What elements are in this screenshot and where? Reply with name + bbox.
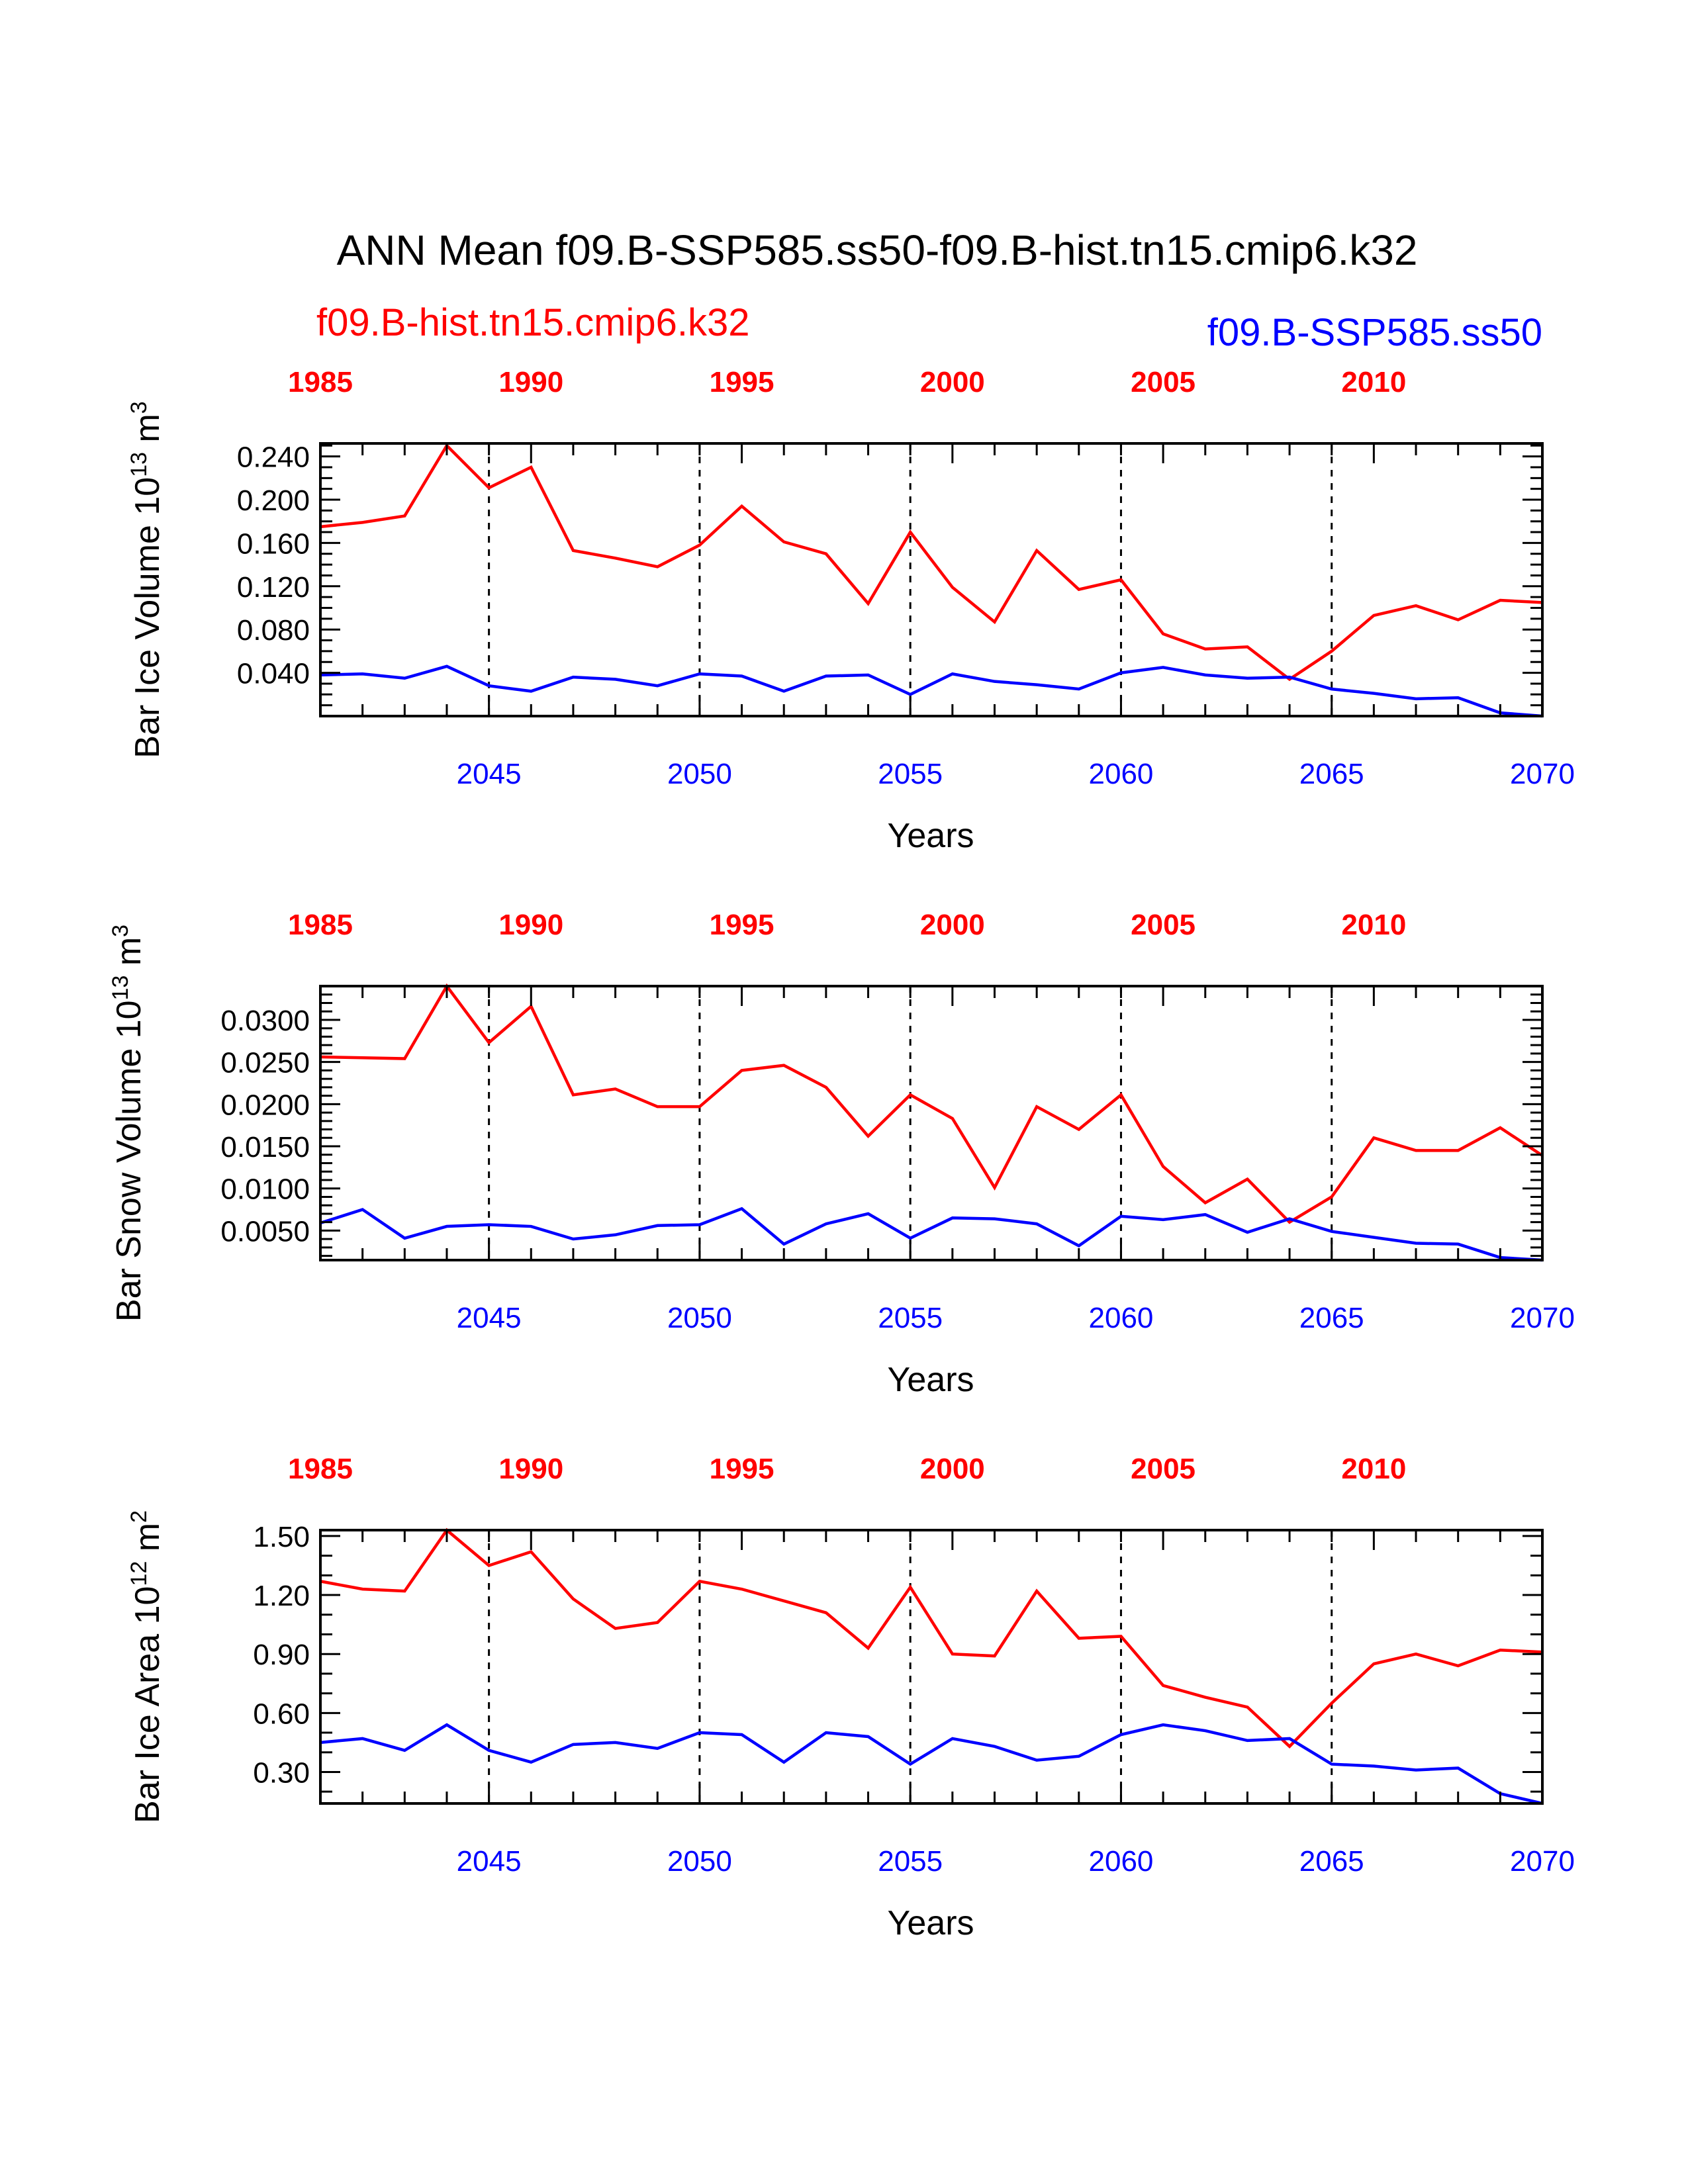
x-axis-label: Years: [887, 817, 974, 855]
y-axis-label-text: m: [128, 414, 167, 452]
x-axis-label: Years: [887, 1361, 974, 1399]
plot-frame: [319, 442, 1544, 717]
bottom-tick-label: 2055: [878, 1845, 943, 1878]
top-tick-label: 1995: [710, 366, 774, 398]
y-axis-label-superscript: 3: [108, 925, 133, 937]
y-axis-label-text: Bar Ice Volume 10: [128, 477, 167, 758]
series-line-ssp: [320, 1723, 1543, 1805]
top-tick-label: 2000: [920, 366, 985, 398]
bottom-tick-label: 2055: [878, 758, 943, 790]
y-axis-label-superscript: 13: [126, 452, 152, 477]
chart-panel-1: 2045 2050 2055 2060 2065 2070 1985 1990 1995 2000…: [126, 366, 1575, 855]
y-tick-label: 0.60: [253, 1698, 310, 1730]
series-line-hist: [320, 443, 1543, 682]
y-axis-label: Bar Ice Volume 1013 m3: [126, 401, 167, 758]
y-tick-label: 0.0100: [220, 1173, 310, 1206]
left-case-label: f09.B-hist.tn15.cmip6.k32: [316, 301, 749, 344]
top-tick-label: 1990: [498, 909, 563, 941]
bottom-tick-label: 2070: [1510, 758, 1575, 790]
y-axis-label-superscript: 2: [126, 1510, 152, 1523]
y-tick-label: 0.120: [237, 571, 310, 604]
bottom-tick-label: 2065: [1299, 1302, 1364, 1334]
y-axis-label: Bar Snow Volume 1013 m3: [108, 925, 148, 1322]
bottom-tick-label: 2060: [1089, 758, 1154, 790]
bottom-tick-label: 2070: [1510, 1302, 1575, 1334]
series-line-hist: [320, 983, 1544, 1224]
bottom-tick-label: 2065: [1299, 1845, 1364, 1878]
plot-frame: [319, 1529, 1544, 1805]
bottom-tick-label: 2045: [457, 1845, 522, 1878]
y-tick-label: 0.040: [237, 658, 310, 690]
chart-panel-2: 2045 2050 2055 2060 2065 2070 1985 1990 1995 2000…: [108, 909, 1575, 1399]
y-tick-label: 0.240: [237, 441, 310, 474]
top-tick-label: 2000: [920, 909, 985, 941]
top-tick-label: 2010: [1341, 1453, 1406, 1485]
series-line-hist: [320, 1527, 1543, 1749]
bottom-tick-label: 2045: [457, 758, 522, 790]
top-tick-label: 2000: [920, 1453, 985, 1485]
top-tick-label: 1985: [288, 1453, 353, 1485]
y-axis-label-text: Bar Snow Volume 10: [110, 1000, 148, 1322]
bottom-tick-label: 2055: [878, 1302, 943, 1334]
y-tick-label: 0.0250: [220, 1047, 310, 1079]
top-tick-label: 1995: [710, 909, 774, 941]
y-tick-label: 0.0300: [220, 1005, 310, 1037]
top-tick-label: 2005: [1131, 909, 1196, 941]
y-tick-label: 0.0050: [220, 1215, 310, 1248]
top-tick-label: 2010: [1341, 366, 1406, 398]
figure-title: ANN Mean f09.B-SSP585.ss50-f09.B-hist.tn…: [337, 226, 1418, 274]
plot-frame: [319, 985, 1544, 1261]
x-axis-label: Years: [887, 1904, 974, 1942]
bottom-tick-label: 2045: [457, 1302, 522, 1334]
y-axis-label-superscript: 12: [126, 1561, 152, 1586]
y-tick-label: 0.90: [253, 1639, 310, 1671]
y-axis-label-superscript: 13: [108, 976, 133, 1001]
top-tick-label: 1990: [498, 1453, 563, 1485]
bottom-tick-label: 2050: [667, 758, 732, 790]
right-case-label: f09.B-SSP585.ss50: [1207, 311, 1542, 354]
y-tick-label: 0.080: [237, 614, 310, 647]
y-tick-label: 1.20: [253, 1580, 310, 1612]
bottom-tick-label: 2050: [667, 1302, 732, 1334]
bottom-tick-label: 2060: [1089, 1302, 1154, 1334]
y-tick-label: 0.0150: [220, 1131, 310, 1163]
y-axis-label-text: m: [128, 1523, 167, 1561]
y-tick-label: 0.30: [253, 1756, 310, 1789]
top-tick-label: 1985: [288, 366, 353, 398]
y-axis-label-text: Bar Ice Area 10: [128, 1586, 167, 1823]
top-tick-label: 1995: [710, 1453, 774, 1485]
y-tick-label: 0.160: [237, 527, 310, 560]
y-tick-label: 1.50: [253, 1521, 310, 1553]
chart-panel-3: 2045 2050 2055 2060 2065 2070 1985 1990 1995 2000…: [126, 1453, 1575, 1942]
y-tick-label: 0.200: [237, 484, 310, 517]
series-line-ssp: [320, 1206, 1543, 1262]
top-tick-label: 1985: [288, 909, 353, 941]
bottom-tick-label: 2070: [1510, 1845, 1575, 1878]
y-axis-label: Bar Ice Area 1012 m2: [126, 1510, 167, 1823]
bottom-tick-label: 2060: [1089, 1845, 1154, 1878]
top-tick-label: 2005: [1131, 366, 1196, 398]
y-tick-label: 0.0200: [220, 1089, 310, 1121]
top-tick-label: 2005: [1131, 1453, 1196, 1485]
y-axis-label-text: m: [110, 937, 148, 976]
series-line-ssp: [320, 664, 1543, 718]
top-tick-label: 2010: [1341, 909, 1406, 941]
bottom-tick-label: 2050: [667, 1845, 732, 1878]
bottom-tick-label: 2065: [1299, 758, 1364, 790]
y-axis-label-superscript: 3: [126, 401, 152, 414]
top-tick-label: 1990: [498, 366, 563, 398]
